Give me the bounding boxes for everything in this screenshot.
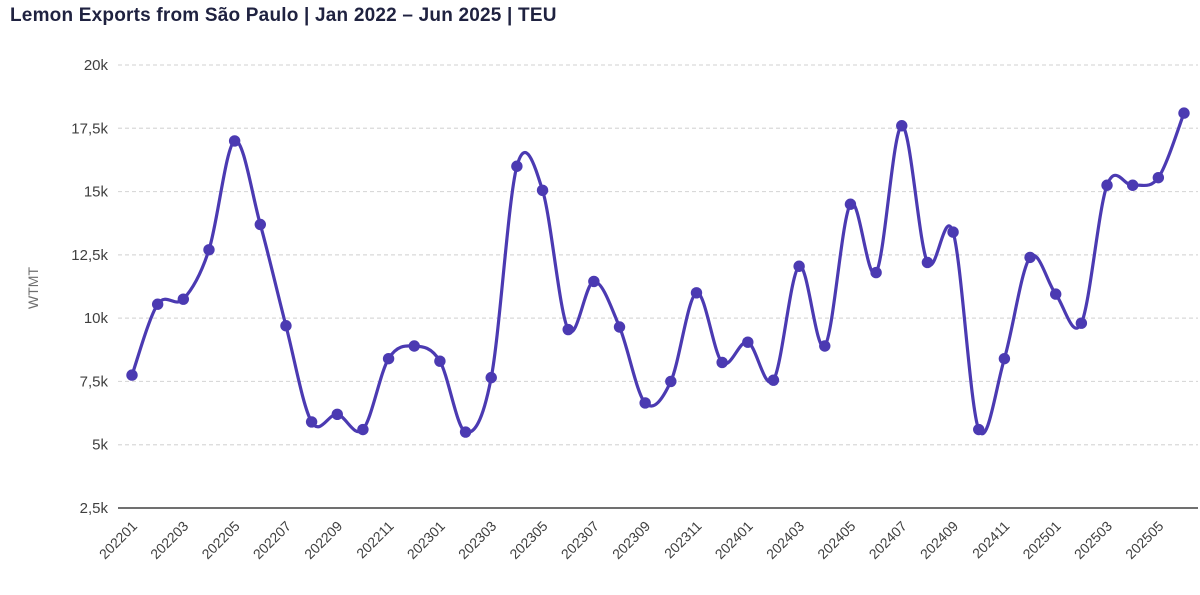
data-point[interactable]	[742, 336, 754, 348]
data-point[interactable]	[588, 275, 600, 288]
x-tick-label: 202207	[250, 518, 294, 562]
data-point[interactable]	[536, 184, 549, 197]
data-point[interactable]	[331, 408, 343, 421]
data-point[interactable]	[562, 323, 574, 336]
data-point[interactable]	[690, 287, 703, 299]
data-point[interactable]	[511, 160, 523, 172]
data-point[interactable]	[921, 256, 934, 269]
x-tick-label: 202503	[1071, 518, 1115, 562]
x-tick-label: 202205	[198, 518, 242, 562]
data-point[interactable]	[896, 120, 908, 132]
x-tick-label: 202501	[1019, 518, 1063, 562]
y-tick-label: 10k	[84, 310, 109, 327]
x-tick-label: 202203	[147, 518, 191, 562]
data-point[interactable]	[151, 298, 164, 310]
x-tick-label: 202209	[301, 518, 345, 562]
y-tick-label: 7,5k	[80, 373, 109, 390]
y-tick-label: 20k	[84, 57, 109, 74]
data-point[interactable]	[126, 369, 138, 381]
data-point[interactable]	[203, 244, 215, 256]
x-tick-label: 202309	[609, 518, 653, 562]
y-tick-label: 2,5k	[80, 500, 109, 517]
data-point[interactable]	[305, 416, 318, 428]
x-tick-label: 202305	[506, 518, 550, 562]
data-point[interactable]	[639, 397, 651, 409]
data-point[interactable]	[819, 340, 831, 352]
chart-title: Lemon Exports from São Paulo | Jan 2022 …	[10, 5, 557, 26]
data-point[interactable]	[973, 423, 985, 436]
data-point[interactable]	[485, 371, 497, 384]
x-tick-label: 202403	[763, 518, 807, 562]
data-point[interactable]	[767, 374, 780, 386]
data-point[interactable]	[280, 320, 292, 332]
y-tick-label: 17,5k	[71, 120, 108, 137]
x-tick-label: 202405	[814, 518, 858, 562]
data-point[interactable]	[357, 423, 369, 436]
data-point[interactable]	[716, 356, 728, 369]
data-point[interactable]	[177, 293, 190, 305]
data-point[interactable]	[1050, 288, 1062, 300]
data-point[interactable]	[1024, 251, 1036, 264]
data-point[interactable]	[1126, 179, 1139, 191]
data-point[interactable]	[1178, 107, 1190, 119]
data-point[interactable]	[998, 352, 1011, 365]
x-tick-label: 202505	[1122, 518, 1166, 562]
x-tick-label: 202411	[969, 518, 1013, 562]
x-tick-label: 202211	[353, 518, 397, 562]
data-point[interactable]	[1152, 171, 1165, 184]
data-point[interactable]	[793, 260, 805, 272]
trend-line	[130, 111, 1186, 435]
x-tick-label: 202401	[712, 518, 756, 562]
x-tick-label: 202409	[917, 518, 961, 562]
data-point[interactable]	[459, 426, 472, 438]
x-tick-label: 202311	[661, 518, 705, 562]
y-tick-label: 5k	[92, 437, 108, 454]
data-point[interactable]	[382, 352, 395, 365]
data-point[interactable]	[870, 266, 882, 279]
y-tick-label: 15k	[84, 184, 109, 201]
data-point[interactable]	[665, 375, 677, 388]
data-point[interactable]	[1101, 179, 1113, 191]
x-tick-label: 202307	[558, 518, 602, 562]
data-point[interactable]	[434, 355, 446, 367]
data-point[interactable]	[408, 340, 420, 352]
data-point[interactable]	[613, 321, 626, 333]
data-point[interactable]	[947, 226, 959, 238]
x-tick-label: 202407	[866, 518, 910, 562]
y-tick-label: 12,5k	[71, 247, 108, 264]
x-tick-label: 202201	[96, 518, 140, 562]
y-axis-title: WTMT	[25, 267, 41, 309]
x-tick-label: 202301	[404, 518, 448, 562]
data-point[interactable]	[844, 198, 857, 210]
data-point[interactable]	[228, 135, 241, 147]
data-point[interactable]	[1075, 317, 1088, 329]
data-point[interactable]	[254, 218, 266, 231]
x-tick-label: 202303	[455, 518, 499, 562]
